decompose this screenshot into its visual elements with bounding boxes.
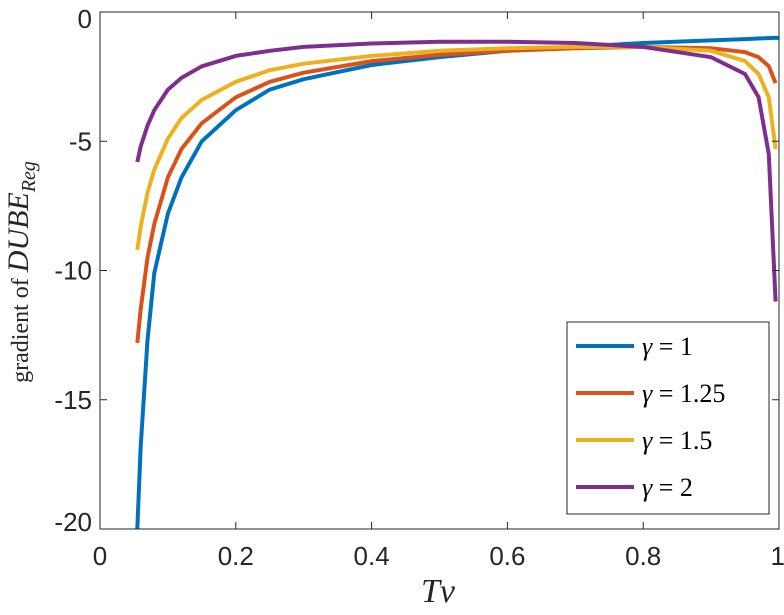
y-tick-label: -15 <box>54 385 92 415</box>
x-tick-label: 0.8 <box>625 541 661 571</box>
legend-label-3: γ = 1.5 <box>642 426 712 455</box>
x-tick-label: 0.6 <box>489 541 525 571</box>
legend-box <box>566 321 770 515</box>
series-lines <box>135 35 779 530</box>
legend-label-2: γ = 1.25 <box>642 379 725 408</box>
x-tick-label: 0 <box>93 541 107 571</box>
y-axis-label-sub: Reg <box>18 161 40 193</box>
series-line-1 <box>135 35 779 530</box>
x-tick-label: 0.2 <box>218 541 254 571</box>
y-axis-label: gradient of DUBEReg <box>2 161 40 383</box>
y-tick-label: -5 <box>69 126 92 156</box>
series-line-4 <box>135 39 778 302</box>
tick-labels: 0 0.2 0.4 0.6 0.8 1 0 -5 -10 -15 -20 <box>54 4 784 571</box>
x-tick-label: 1 <box>771 541 784 571</box>
x-axis-label: Tv <box>421 573 456 610</box>
x-tick-label: 0.4 <box>354 541 390 571</box>
y-axis-label-prefix: gradient of <box>8 272 34 383</box>
legend: γ = 1 γ = 1.25 γ = 1.5 γ = 2 <box>566 321 770 515</box>
legend-label-1: γ = 1 <box>642 332 693 361</box>
legend-label-4: γ = 2 <box>642 473 693 502</box>
y-axis-label-var: DUBE <box>2 192 35 273</box>
y-tick-label: -20 <box>54 507 92 537</box>
series-line-3 <box>135 44 778 251</box>
axes <box>99 11 780 530</box>
series-line-2 <box>135 44 778 344</box>
y-tick-label: -10 <box>54 256 92 286</box>
y-tick-label: 0 <box>78 4 92 34</box>
